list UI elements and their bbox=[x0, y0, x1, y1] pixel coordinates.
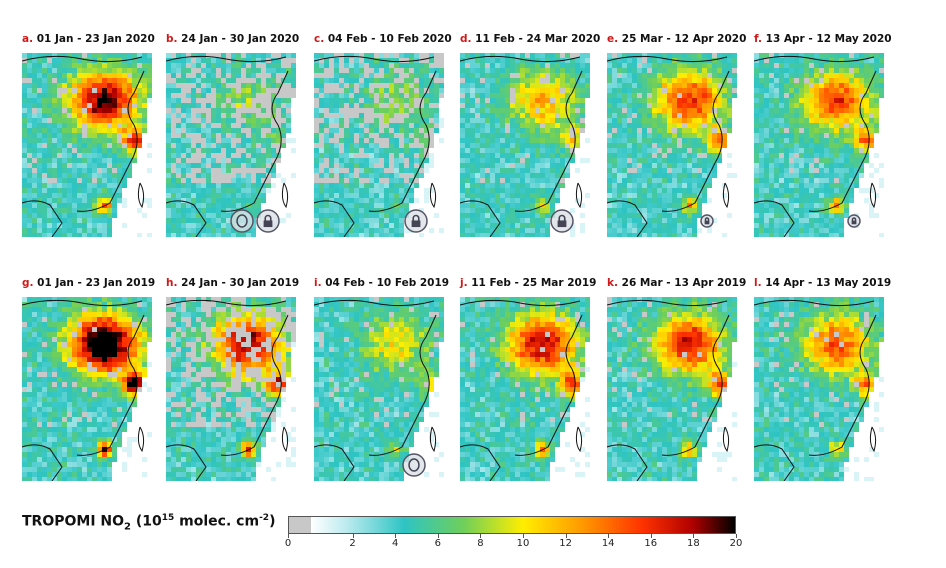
colorbar-tick-label: 6 bbox=[434, 538, 441, 549]
colorbar-tick bbox=[480, 534, 482, 538]
panel-letter: l. bbox=[754, 277, 762, 289]
no2-map bbox=[314, 53, 444, 237]
no2-map bbox=[166, 53, 296, 237]
padlock-icon bbox=[256, 209, 280, 233]
no2-map bbox=[22, 53, 152, 237]
panel-date-range: 24 Jan - 30 Jan 2020 bbox=[177, 33, 300, 45]
colorbar-tick bbox=[523, 534, 524, 538]
panel-letter: a. bbox=[22, 33, 34, 45]
colorbar-tick-label: 10 bbox=[516, 538, 530, 549]
panel-title: a. 01 Jan - 23 Jan 2020 bbox=[22, 33, 155, 45]
panel-letter: g. bbox=[22, 277, 34, 289]
panel-date-range: 04 Feb - 10 Feb 2020 bbox=[324, 33, 452, 45]
colorbar-tick-label: 4 bbox=[392, 538, 399, 549]
no2-map bbox=[754, 53, 884, 237]
colorbar-tick bbox=[352, 534, 354, 538]
no2-map bbox=[22, 297, 152, 481]
no2-map bbox=[166, 297, 296, 481]
colorbar-tick bbox=[736, 534, 737, 538]
panel-title: k. 26 Mar - 13 Apr 2019 bbox=[607, 277, 746, 289]
panel-letter: j. bbox=[460, 277, 468, 289]
panel-letter: k. bbox=[607, 277, 618, 289]
panel-date-range: 01 Jan - 23 Jan 2020 bbox=[33, 33, 155, 45]
panel-date-range: 04 Feb - 10 Feb 2019 bbox=[321, 277, 450, 289]
panel-letter: e. bbox=[607, 33, 619, 45]
colorbar-tick bbox=[288, 534, 289, 538]
colorbar-tick bbox=[608, 534, 610, 538]
panel-title: j. 11 Feb - 25 Mar 2019 bbox=[460, 277, 596, 289]
padlock-icon bbox=[700, 214, 714, 228]
padlock-icon bbox=[404, 209, 428, 233]
panel-title: f. 13 Apr - 12 May 2020 bbox=[754, 33, 892, 45]
panel-date-range: 26 Mar - 13 Apr 2019 bbox=[617, 277, 747, 289]
panel-date-range: 01 Jan - 23 Jan 2019 bbox=[33, 277, 156, 289]
panel-title: i. 04 Feb - 10 Feb 2019 bbox=[314, 277, 449, 289]
padlock-icon bbox=[847, 214, 861, 228]
panel-letter: h. bbox=[166, 277, 178, 289]
panel-date-range: 11 Feb - 24 Mar 2020 bbox=[471, 33, 601, 45]
colorbar-tick-label: 2 bbox=[349, 538, 356, 549]
panel-title: h. 24 Jan - 30 Jan 2019 bbox=[166, 277, 299, 289]
panel-letter: c. bbox=[314, 33, 325, 45]
lantern-icon bbox=[230, 209, 254, 233]
panel-letter: i. bbox=[314, 277, 322, 289]
colorbar-tick bbox=[395, 534, 397, 538]
padlock-icon bbox=[550, 209, 574, 233]
panel-date-range: 24 Jan - 30 Jan 2019 bbox=[177, 277, 300, 289]
no2-map bbox=[460, 297, 590, 481]
colorbar-tick bbox=[565, 534, 567, 538]
panel-title: g. 01 Jan - 23 Jan 2019 bbox=[22, 277, 155, 289]
colorbar-tick-label: 8 bbox=[477, 538, 484, 549]
colorbar-tick-label: 20 bbox=[729, 538, 743, 549]
colorbar-tick bbox=[437, 534, 439, 538]
colorbar-tick-label: 12 bbox=[559, 538, 572, 549]
panel-date-range: 11 Feb - 25 Mar 2019 bbox=[467, 277, 597, 289]
colorbar-gradient bbox=[311, 517, 735, 533]
no2-map bbox=[314, 297, 444, 481]
panel-title: l. 14 Apr - 13 May 2019 bbox=[754, 277, 891, 289]
lantern-icon bbox=[402, 453, 426, 477]
panel-letter: d. bbox=[460, 33, 472, 45]
colorbar-tick bbox=[650, 534, 652, 538]
no2-map bbox=[607, 53, 737, 237]
panel-title: c. 04 Feb - 10 Feb 2020 bbox=[314, 33, 452, 45]
panel-date-range: 14 Apr - 13 May 2019 bbox=[761, 277, 892, 289]
panel-letter: f. bbox=[754, 33, 762, 45]
colorbar-title: TROPOMI NO2 (1015 molec. cm-2) bbox=[22, 513, 276, 533]
no2-map bbox=[607, 297, 737, 481]
no2-map bbox=[460, 53, 590, 237]
colorbar-tick-label: 18 bbox=[687, 538, 700, 549]
panel-date-range: 25 Mar - 12 Apr 2020 bbox=[618, 33, 747, 45]
colorbar-missing-data-swatch bbox=[289, 517, 311, 533]
panel-letter: b. bbox=[166, 33, 178, 45]
colorbar-tick-label: 14 bbox=[601, 538, 615, 549]
panel-date-range: 13 Apr - 12 May 2020 bbox=[761, 33, 892, 45]
colorbar-tick-label: 0 bbox=[284, 538, 292, 549]
panel-title: d. 11 Feb - 24 Mar 2020 bbox=[460, 33, 600, 45]
colorbar-tick-label: 16 bbox=[644, 538, 658, 549]
panel-title: e. 25 Mar - 12 Apr 2020 bbox=[607, 33, 746, 45]
no2-map bbox=[754, 297, 884, 481]
colorbar-tick bbox=[693, 534, 695, 538]
panel-title: b. 24 Jan - 30 Jan 2020 bbox=[166, 33, 299, 45]
colorbar bbox=[288, 516, 736, 534]
